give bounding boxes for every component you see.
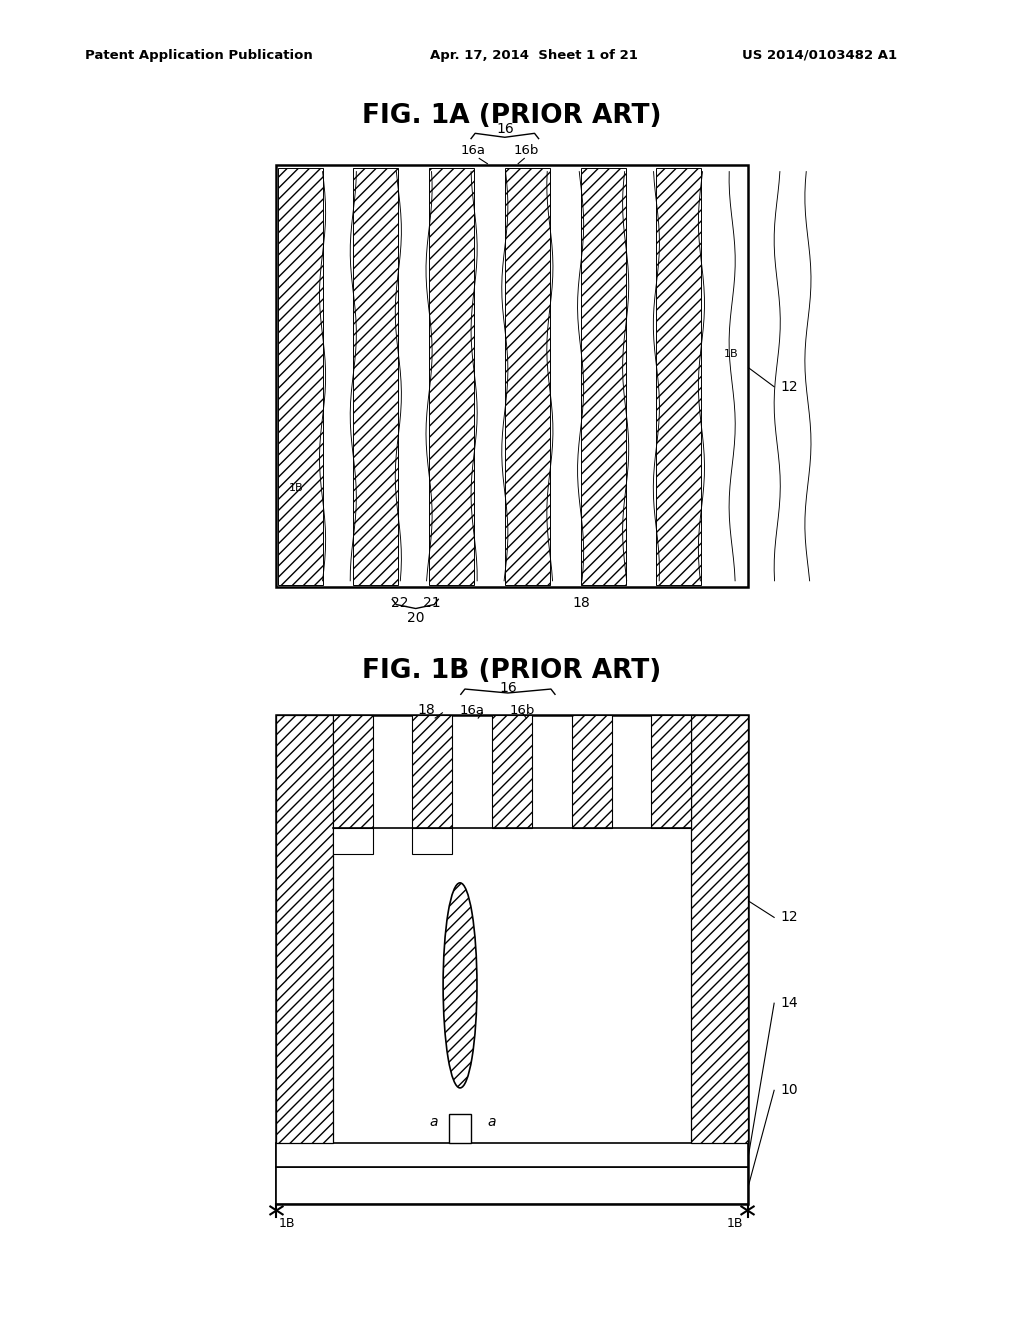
Text: a: a	[430, 1115, 438, 1129]
Text: 16: 16	[499, 681, 517, 694]
Bar	[493, 715, 531, 828]
Text: US 2014/0103482 A1: US 2014/0103482 A1	[742, 49, 897, 62]
Text: FIG. 1B (PRIOR ART): FIG. 1B (PRIOR ART)	[362, 657, 662, 684]
Bar	[276, 165, 748, 587]
Bar	[276, 715, 333, 1143]
Bar	[413, 715, 453, 828]
Text: 16: 16	[496, 123, 514, 136]
Text: FIG. 1A (PRIOR ART): FIG. 1A (PRIOR ART)	[362, 103, 662, 129]
Bar	[429, 168, 474, 585]
Text: 21: 21	[423, 597, 441, 610]
Bar	[278, 168, 323, 585]
Text: 20: 20	[407, 611, 425, 624]
Text: 1B: 1B	[727, 1217, 743, 1230]
Bar	[276, 1143, 748, 1167]
Bar	[651, 715, 691, 828]
Bar	[333, 828, 373, 854]
Text: a: a	[487, 1115, 496, 1129]
Text: 16a: 16a	[460, 704, 484, 717]
Bar	[656, 168, 701, 585]
Bar	[413, 828, 453, 854]
Text: 12: 12	[780, 380, 798, 393]
Text: 22: 22	[390, 597, 409, 610]
Ellipse shape	[443, 883, 477, 1088]
Bar	[581, 168, 626, 585]
Text: 1B: 1B	[724, 348, 738, 359]
Text: 14: 14	[780, 997, 798, 1010]
Bar	[691, 715, 748, 1143]
Bar	[333, 715, 373, 828]
Text: Patent Application Publication: Patent Application Publication	[85, 49, 312, 62]
Text: 18: 18	[417, 704, 435, 717]
Text: 1B: 1B	[279, 1217, 295, 1230]
Text: 10: 10	[780, 1084, 798, 1097]
Text: 18: 18	[572, 597, 591, 610]
Bar	[276, 1167, 748, 1204]
Bar	[353, 168, 398, 585]
Text: 16b: 16b	[514, 144, 539, 157]
Text: 16b: 16b	[510, 704, 535, 717]
Bar	[571, 715, 611, 828]
Text: 1B: 1B	[289, 483, 303, 494]
Text: 16a: 16a	[461, 144, 485, 157]
Bar	[333, 828, 691, 1143]
Text: 12: 12	[780, 911, 798, 924]
Bar	[450, 1114, 471, 1143]
Bar	[505, 168, 550, 585]
Bar	[276, 715, 748, 1204]
Text: Apr. 17, 2014  Sheet 1 of 21: Apr. 17, 2014 Sheet 1 of 21	[430, 49, 638, 62]
